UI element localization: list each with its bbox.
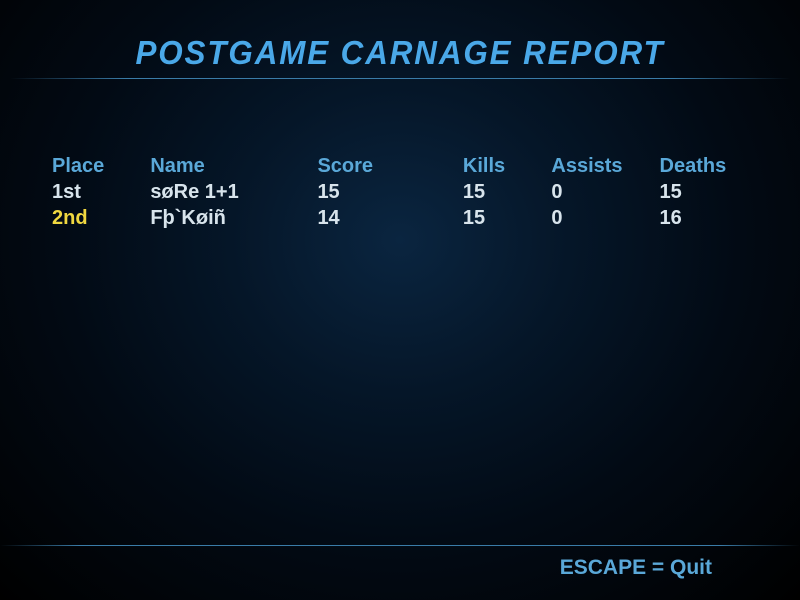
cell-assists: 0 — [551, 205, 659, 231]
header-kills: Kills — [463, 153, 551, 179]
header-name: Name — [150, 153, 317, 179]
table-row: 1st søRe 1+1 15 15 0 15 — [52, 179, 748, 205]
header-score: Score — [317, 153, 462, 179]
page-title: POSTGAME CARNAGE REPORT — [20, 0, 780, 78]
cell-name: søRe 1+1 — [150, 179, 317, 205]
cell-place: 2nd — [52, 205, 150, 231]
cell-kills: 15 — [463, 179, 551, 205]
table-header: Place Name Score Kills Assists Deaths — [52, 153, 748, 179]
cell-deaths: 16 — [660, 205, 748, 231]
header-deaths: Deaths — [660, 153, 748, 179]
cell-name: Fþ`Køiñ — [150, 205, 317, 231]
cell-assists: 0 — [551, 179, 659, 205]
cell-kills: 15 — [463, 205, 551, 231]
cell-deaths: 15 — [660, 179, 748, 205]
quit-hint: ESCAPE = Quit — [560, 556, 712, 580]
header-place: Place — [52, 153, 150, 179]
cell-score: 15 — [317, 179, 462, 205]
table-row: 2nd Fþ`Køiñ 14 15 0 16 — [52, 205, 748, 231]
cell-score: 14 — [317, 205, 462, 231]
header-assists: Assists — [551, 153, 659, 179]
scoreboard: Place Name Score Kills Assists Deaths 1s… — [0, 79, 800, 231]
footer-divider — [0, 545, 800, 546]
cell-place: 1st — [52, 179, 150, 205]
